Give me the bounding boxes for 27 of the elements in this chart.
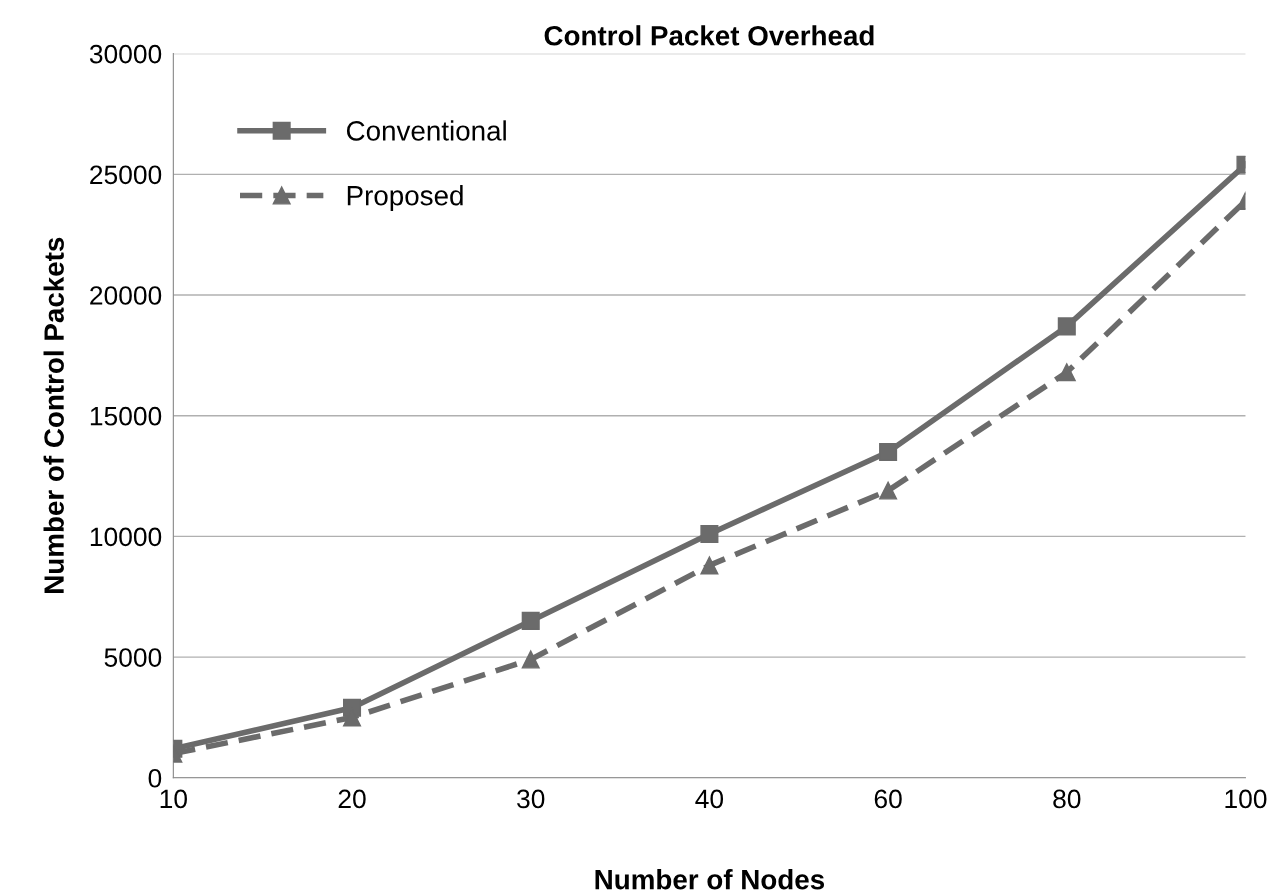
y-tick-label: 30000 — [89, 44, 162, 64]
point — [1057, 363, 1076, 382]
x-axis-title: Number of Nodes — [595, 869, 825, 890]
y-tick-label: 0 — [148, 768, 162, 788]
point — [879, 442, 898, 461]
x-tick-label: 80 — [1053, 789, 1081, 809]
x-tick-label: 100 — [1225, 789, 1267, 809]
y-tick-label: 20000 — [90, 286, 162, 305]
legend-label: Conventional — [346, 120, 506, 141]
x-tick-label: 20 — [338, 789, 366, 809]
point — [1057, 317, 1076, 336]
y-tick-label: 5000 — [104, 648, 162, 667]
y-tick-label: 10000 — [90, 527, 162, 547]
point — [521, 611, 540, 630]
point — [700, 524, 719, 544]
x-tick-label: 30 — [517, 789, 545, 809]
x-tick-label: 60 — [874, 789, 902, 809]
y-tick-label: 15000 — [90, 406, 162, 426]
point — [879, 481, 898, 500]
x-tick-label: 10 — [160, 789, 187, 809]
point — [521, 650, 540, 669]
y-tick-label: 25000 — [90, 165, 162, 185]
chart-title: Control Packet Overhead — [544, 25, 874, 46]
y-axis-title: Number of Control Packets — [43, 237, 64, 593]
legend-label: Proposed — [347, 185, 463, 211]
point — [700, 556, 719, 575]
x-tick-label: 40 — [695, 789, 724, 809]
